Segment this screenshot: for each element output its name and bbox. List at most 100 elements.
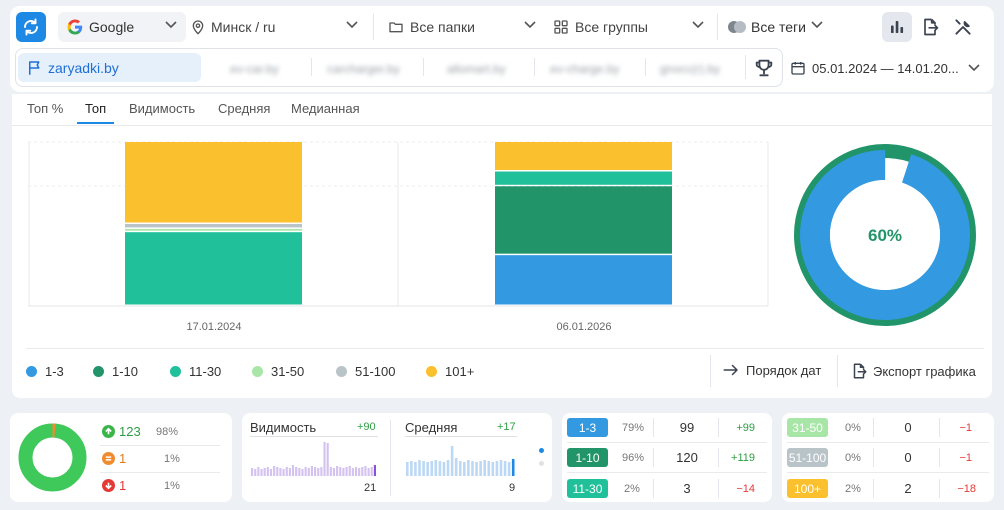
legend-item-101-plus[interactable]: 101+ [426,364,474,379]
legend-dot [336,366,347,377]
site-tab[interactable]: ev-charge.by [550,62,620,76]
export-report-button[interactable] [917,14,943,40]
range-delta: −14 [736,483,755,495]
date-order-label: Порядок дат [746,362,822,378]
folders-label: Все папки [410,19,475,35]
legend-label: 31-50 [271,364,305,379]
divider [837,355,838,387]
bar-segment-51-100[interactable] [125,224,302,228]
bar-segment-1-10[interactable] [495,186,672,254]
tab-top-percent[interactable]: Топ % [27,101,64,116]
date-range-label: 05.01.2024 — 14.01.20... [812,60,959,76]
divider [100,445,220,446]
range-count: 0 [904,420,912,435]
divider [645,58,646,76]
site-tab[interactable]: ev-car.by [230,62,279,76]
file-export-icon [924,18,939,36]
date-range-picker[interactable]: 05.01.2024 — 14.01.20... [790,58,984,78]
sparkline-bar [475,462,478,476]
sparkline-bar [348,466,351,476]
legend-label: 1-3 [45,364,64,379]
legend-item-11-30[interactable]: 11-30 [170,364,221,379]
summary-down-percent: 1% [164,480,180,492]
bar-segment-31-50[interactable] [125,228,302,231]
x-tick-label: 17.01.2024 [186,321,241,333]
legend-item-31-50[interactable]: 31-50 [252,364,304,379]
sparkline-bar [254,469,257,476]
sparkline-bar [336,466,339,476]
chevron-down-icon [346,21,358,29]
export-chart-label: Экспорт графика [873,363,976,379]
tab-average[interactable]: Средняя [218,101,271,116]
summary-same-count: 1 [119,451,127,466]
chevron-down-icon [692,21,704,29]
site-tab-active[interactable] [18,53,201,82]
tags-select[interactable]: Все теги [727,15,806,39]
site-tab[interactable]: gnocc(r).by [660,62,721,76]
range-badge-100-plus: 100+ [787,479,828,498]
location-pin-icon [192,20,204,35]
legend-item-1-10[interactable]: 1-10 [93,364,138,379]
tab-visibility[interactable]: Видимость [129,101,196,116]
site-tab[interactable]: allomart.by [447,62,506,76]
folders-select[interactable]: Все папки [388,15,475,39]
divider [718,418,719,437]
bar-segment-11-30[interactable] [495,171,672,185]
settings-tools-button[interactable] [950,14,976,40]
bar-segment-11-30[interactable] [125,232,302,305]
groups-select[interactable]: Все группы [553,15,648,39]
sparkline-bar [351,468,354,476]
trophy-icon[interactable] [753,57,775,79]
sparkline-bar [263,468,266,476]
chevron-down-icon [968,64,980,72]
tabs-divider [12,125,992,126]
pager-dot[interactable] [539,461,544,466]
divider [653,448,654,467]
visibility-label: Видимость [250,420,317,435]
legend-label: 51-100 [355,364,396,379]
calendar-icon [791,62,805,75]
chart-view-button[interactable] [882,12,912,42]
legend-item-1-3[interactable]: 1-3 [26,364,64,379]
pager-dot-active[interactable] [539,448,544,453]
legend-dot [93,366,104,377]
tab-median[interactable]: Медианная [291,101,360,116]
sparkline-bar [304,467,307,476]
range-pct: 79% [622,422,645,434]
range-badge-51-100: 51-100 [787,448,828,467]
export-chart-button[interactable]: Экспорт графика [850,362,976,380]
bar-segment-1-3[interactable] [495,255,672,305]
sparkline-bar [406,462,409,476]
tab-top[interactable]: Топ [85,101,107,116]
sparkline-bar [291,465,295,476]
divider [567,472,767,473]
site-tab[interactable]: carcharger.by [327,62,400,76]
sparkline-bar [426,462,429,476]
range-count: 0 [904,450,912,465]
summary-same-percent: 1% [164,453,180,465]
sparkline-bar [323,442,326,476]
sparkline-bar [491,462,495,476]
visibility-value: 21 [364,482,377,494]
sparkline-bar [317,468,320,476]
sparkline-bar [370,467,373,476]
bar-segment-101+[interactable] [495,142,672,171]
divider [423,58,424,76]
flag-icon [29,61,40,75]
range-count: 2 [904,481,912,496]
range-delta: −1 [959,422,972,434]
average-label: Средняя [405,420,458,435]
sparkline-bar [454,458,458,476]
sparkline-bar [329,467,332,476]
refresh-button[interactable] [16,12,46,42]
bar-segment-101+[interactable] [125,142,302,223]
divider [873,479,874,498]
range-badge-1-10: 1-10 [567,448,608,467]
legend-label: 11-30 [189,364,222,379]
date-order-button[interactable]: Порядок дат [722,362,821,378]
legend-item-51-100[interactable]: 51-100 [336,364,395,379]
grid-icon [554,20,568,34]
sparkline-bar [364,466,367,476]
sparkline-bar [288,468,291,476]
region-select[interactable]: Минск / ru [190,15,275,39]
